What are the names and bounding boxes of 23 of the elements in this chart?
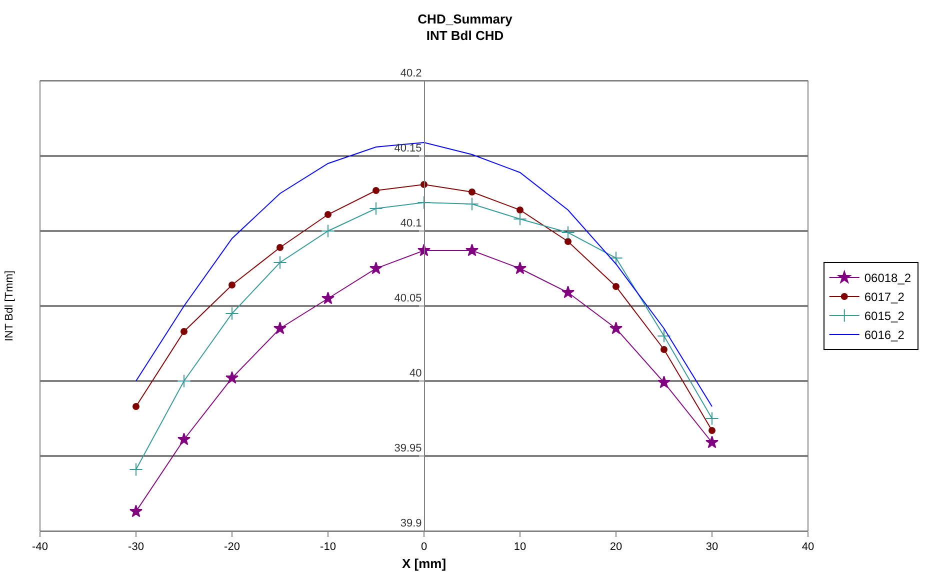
x-tick-label: -30 <box>128 541 144 554</box>
legend-label: 6017_2 <box>864 290 905 304</box>
y-tick-label: 40 <box>410 368 422 380</box>
x-tick-label: 40 <box>802 541 814 554</box>
x-tick-label: -40 <box>32 541 48 554</box>
y-tick-label: 39.95 <box>394 442 422 455</box>
legend-label: 6016_2 <box>864 328 905 342</box>
y-tick-label: 40.1 <box>400 218 422 230</box>
x-tick-label: 0 <box>420 541 428 554</box>
x-axis-title: X [mm] <box>402 556 446 571</box>
chart-title: CHD_Summary INT Bdl CHD <box>418 11 514 44</box>
legend-label: 06018_2 <box>864 271 912 286</box>
x-tick-label: 20 <box>610 541 622 554</box>
x-tick-label: 10 <box>514 541 526 554</box>
x-tick-label: -10 <box>320 541 336 554</box>
y-tick-label: 39.9 <box>400 518 422 530</box>
y-tick-label: 40.05 <box>394 292 422 305</box>
y-tick-label: 40.2 <box>400 68 422 80</box>
y-axis-title: INT Bdl [Tmm] <box>3 270 16 342</box>
x-tick-label: 30 <box>706 541 718 554</box>
y-tick-label: 40.15 <box>394 142 422 155</box>
legend-label: 6015_2 <box>864 309 905 324</box>
x-tick-label: -20 <box>224 541 240 554</box>
